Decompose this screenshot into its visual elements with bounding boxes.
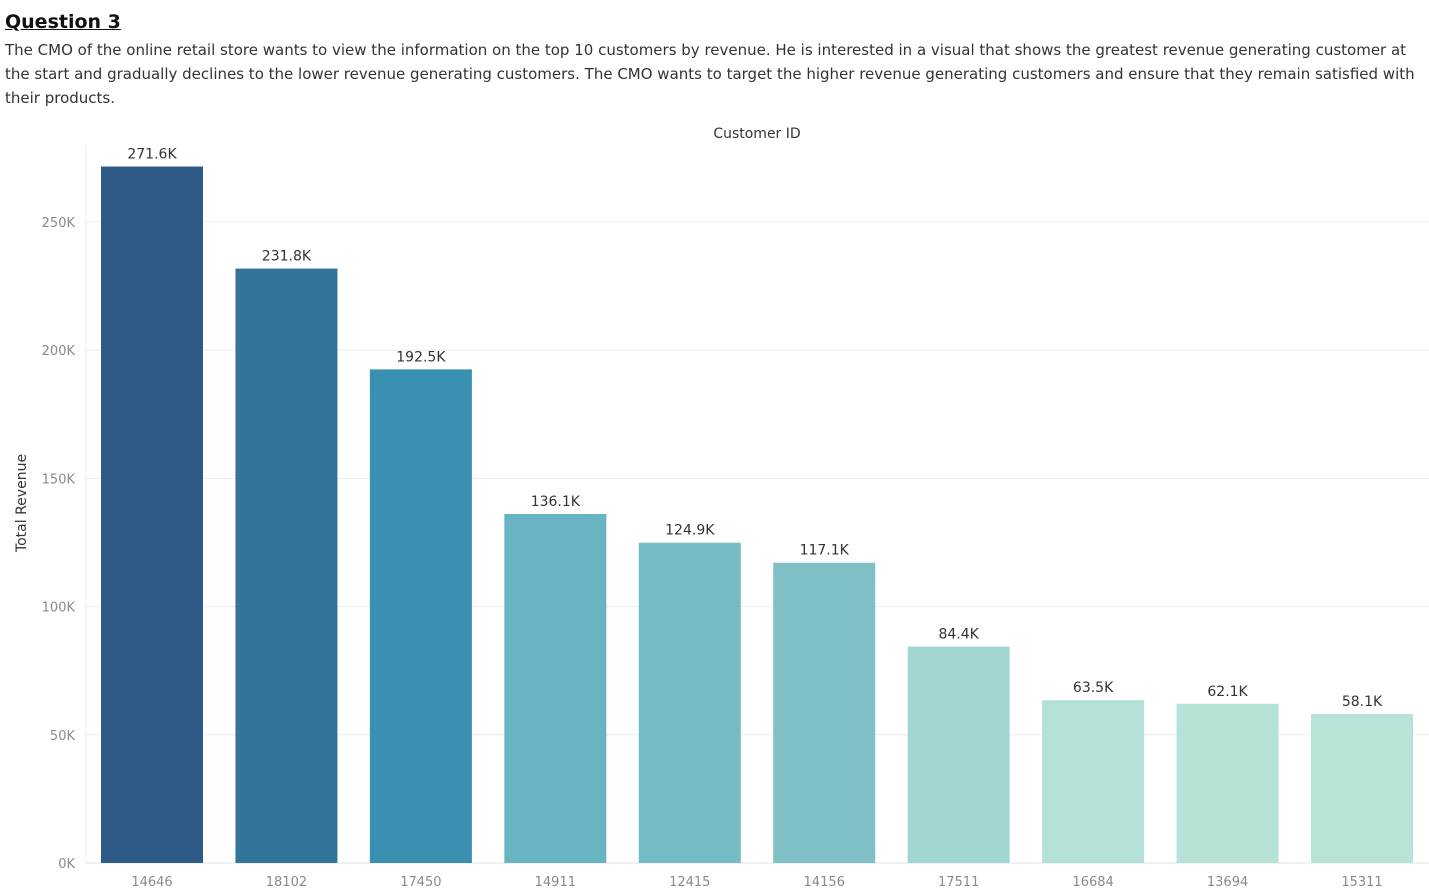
y-tick-label: 0K xyxy=(58,857,75,872)
x-tick-label: 14156 xyxy=(804,875,845,890)
x-axis-ticks: 14646 18102 17450 14911 12415 14156 17511 16684… xyxy=(131,875,1382,890)
bar-16684[interactable] xyxy=(1042,700,1145,863)
bar-14646[interactable] xyxy=(101,166,203,864)
y-axis-title: Total Revenue xyxy=(14,454,30,553)
data-label: 84.4K xyxy=(938,627,979,643)
x-tick-label: 17450 xyxy=(400,875,441,890)
bars[interactable] xyxy=(101,166,1413,864)
data-label: 58.1K xyxy=(1342,694,1383,710)
bar-17511[interactable] xyxy=(907,646,1010,863)
x-tick-label: 16684 xyxy=(1072,875,1113,890)
data-label: 62.1K xyxy=(1207,684,1248,700)
bar-13694[interactable] xyxy=(1176,703,1279,863)
y-tick-label: 50K xyxy=(50,729,76,744)
bar-15311[interactable] xyxy=(1311,714,1413,863)
x-tick-label: 13694 xyxy=(1207,875,1248,890)
x-tick-label: 12415 xyxy=(669,875,710,890)
data-label: 63.5K xyxy=(1073,680,1114,696)
y-axis-ticks: 0K 50K 100K 150K 200K 250K xyxy=(42,216,76,872)
bar-14156[interactable] xyxy=(773,562,876,863)
data-label: 271.6K xyxy=(127,147,177,163)
x-axis-title: Customer ID xyxy=(713,126,800,142)
bar-17450[interactable] xyxy=(369,369,472,863)
data-label: 136.1K xyxy=(531,494,581,510)
x-tick-label: 15311 xyxy=(1341,875,1382,890)
y-tick-label: 200K xyxy=(42,344,76,359)
data-label: 192.5K xyxy=(396,349,446,365)
x-tick-label: 18102 xyxy=(266,875,307,890)
bar-value-labels: 271.6K 231.8K 192.5K 136.1K 124.9K 117.1K 84.4… xyxy=(127,147,1383,710)
bar-12415[interactable] xyxy=(638,542,741,863)
question-description: The CMO of the online retail store wants… xyxy=(5,41,1415,107)
x-tick-label: 14646 xyxy=(131,875,172,890)
bar-14911[interactable] xyxy=(504,514,607,863)
data-label: 117.1K xyxy=(800,543,850,559)
data-label: 124.9K xyxy=(665,523,715,539)
page-title: Question 3 xyxy=(5,11,121,33)
y-tick-label: 100K xyxy=(42,601,76,616)
data-label: 231.8K xyxy=(262,249,312,265)
y-tick-label: 250K xyxy=(42,216,76,231)
x-tick-label: 14911 xyxy=(535,875,576,890)
bar-18102[interactable] xyxy=(235,268,338,863)
y-tick-label: 150K xyxy=(42,472,76,487)
x-tick-label: 17511 xyxy=(938,875,979,890)
